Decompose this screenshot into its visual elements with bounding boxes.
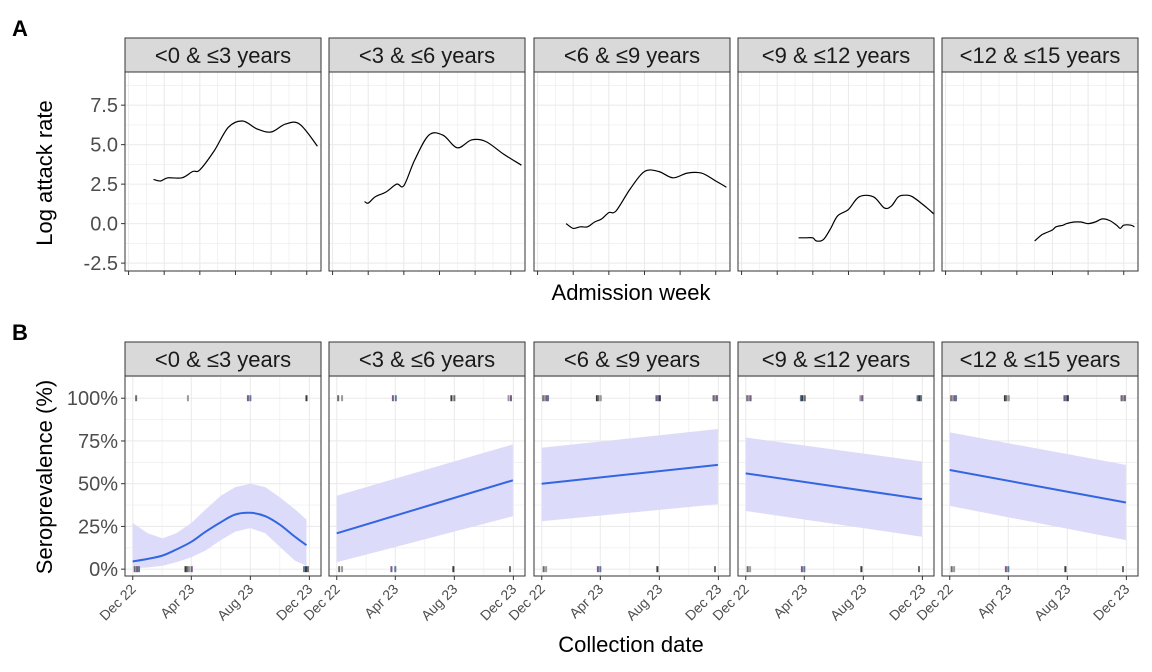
panel-border [328,375,526,577]
facet-strip [328,341,526,377]
x-tick-label: Apr 23 [974,581,1015,622]
panel-b-x-axis-title: Collection date [558,632,704,657]
plot-background [534,72,730,271]
confidence-ribbon [132,483,307,569]
panel-border [124,71,322,272]
y-tick-label: -2.5 [84,253,118,275]
fitted-curve [336,479,514,535]
facet-a-3: <6 & ≤9 years [533,37,731,275]
facet-data [336,395,514,573]
facet-strip [941,341,1139,377]
panel-a-facets: -2.5 0.0 2.5 5.0 7.5 <0 & ≤3 years <3 & ≤6 yea… [84,37,1139,275]
plot-background [942,72,1138,271]
panel-border [533,375,731,577]
facet-strip-label: <6 & ≤9 years [564,347,700,372]
y-tick-label: 0% [89,559,118,581]
y-tick-label: 2.5 [90,174,118,196]
facet-strip-label: <12 & ≤15 years [960,43,1121,68]
panel-label-a: A [12,16,28,41]
x-tick-label: Dec 22 [96,581,139,624]
plot-background [125,72,321,271]
facet-a-5: <12 & ≤15 years [941,37,1139,275]
facet-strip-label: <6 & ≤9 years [564,43,700,68]
panel-border [533,71,731,272]
panel-b-facets: 0% 25% 50% 75% 100% <0 & ≤3 years Dec 22 Apr 23… [67,341,1139,624]
fitted-curve [132,511,308,563]
facet-strip [533,341,731,377]
facet-strip-label: <0 & ≤3 years [155,347,291,372]
facet-strip-label: <3 & ≤6 years [359,347,495,372]
facet-strip-label: <12 & ≤15 years [960,347,1121,372]
y-tick-label: 75% [78,431,118,453]
panel-border [737,375,935,577]
panel-border [941,71,1139,272]
y-tick-label: 5.0 [90,135,118,157]
x-tick-label: Aug 23 [418,581,461,624]
panel-label-b: B [12,320,28,345]
facet-strip [124,341,322,377]
plot-background [738,72,934,271]
facet-strip [737,37,935,73]
facet-a-1: <0 & ≤3 years [124,37,322,275]
facet-strip-label: <9 & ≤12 years [762,347,910,372]
y-tick-label: 7.5 [90,95,118,117]
facet-strip-label: <9 & ≤12 years [762,43,910,68]
panel-border [737,71,935,272]
facet-data [132,395,309,573]
attack-rate-line [565,169,727,230]
x-tick-label: Aug 23 [1031,581,1074,624]
attack-rate-line [153,120,318,182]
x-tick-label: Aug 23 [623,581,666,624]
attack-rate-line [364,132,522,204]
facet-a-4: <9 & ≤12 years [737,37,935,275]
x-tick-label: Dec 23 [1090,581,1133,624]
y-tick-label: 100% [67,388,118,410]
x-tick-label: Aug 23 [827,581,870,624]
fitted-curve [745,472,923,501]
fitted-curve [949,469,1127,504]
facet-data [541,395,719,573]
y-tick-label: 25% [78,516,118,538]
facet-strip [533,37,731,73]
facet-strip [124,37,322,73]
x-tick-label: Apr 23 [770,581,811,622]
facet-data [798,194,934,242]
panel-border [124,375,322,577]
panel-a-x-axis-title: Admission week [552,280,712,305]
facet-strip [941,37,1139,73]
panel-a-y-axis-title: Log attack rate [32,100,57,246]
y-tick-label: 0.0 [90,214,118,236]
panel-border [941,375,1139,577]
fitted-curve [541,463,719,485]
facet-data [153,120,318,182]
facet-strip [328,37,526,73]
facet-data [565,169,727,230]
facet-strip-label: <0 & ≤3 years [155,43,291,68]
x-tick-label: Apr 23 [566,581,607,622]
attack-rate-line [798,194,934,242]
x-tick-label: Aug 23 [214,581,257,624]
panel-border [328,71,526,272]
facet-data [1034,218,1135,242]
facet-strip [737,341,935,377]
confidence-ribbon [336,444,513,563]
plot-background [329,72,525,271]
facet-a-2: <3 & ≤6 years [328,37,526,275]
facet-data [745,395,923,573]
x-tick-label: Apr 23 [361,581,402,622]
x-tick-label: Apr 23 [157,581,198,622]
panel-b-y-axis-title: Seroprevalence (%) [32,380,57,574]
facet-data [949,395,1127,573]
facet-data [364,132,522,204]
attack-rate-line [1034,218,1135,242]
facet-strip-label: <3 & ≤6 years [359,43,495,68]
y-tick-label: 50% [78,474,118,496]
